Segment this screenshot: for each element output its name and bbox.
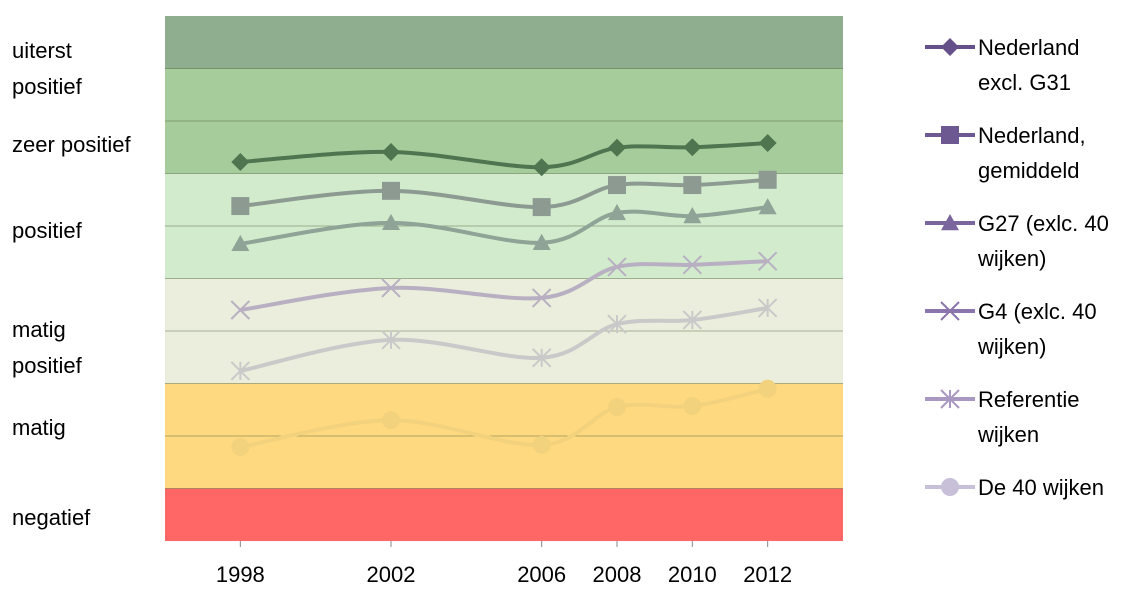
x-tick-label: 2012 [743, 562, 792, 587]
data-point [532, 158, 551, 177]
x-tick-label: 2006 [517, 562, 566, 587]
legend-label: Referentie wijken [978, 387, 1080, 447]
data-point [682, 255, 703, 275]
band [165, 16, 843, 69]
data-point [757, 298, 778, 318]
y-tick-label: positief [12, 218, 82, 244]
x-tick-label: 2008 [593, 562, 642, 587]
data-point [230, 361, 251, 381]
data-point [607, 314, 627, 334]
data-point [758, 198, 777, 215]
data-point [381, 278, 401, 298]
data-point [683, 207, 702, 224]
y-tick-label: matig positief [12, 317, 82, 379]
data-point [382, 213, 400, 231]
x-tick-label: 1998 [216, 562, 265, 587]
band [165, 383, 843, 489]
legend-marker [940, 301, 960, 321]
data-point [683, 397, 702, 416]
data-point [683, 138, 702, 157]
data-point [607, 257, 627, 277]
legend-label: Nederland excl. G31 [978, 35, 1080, 95]
legend-marker [940, 389, 960, 409]
x-tick-label: 2002 [367, 562, 416, 587]
data-point [532, 198, 551, 217]
band [165, 68, 843, 174]
data-point [683, 176, 702, 195]
data-point [758, 170, 777, 189]
band [165, 488, 843, 541]
data-point [757, 251, 778, 271]
y-tick-label: uiterst positief [12, 37, 82, 99]
legend-label: G4 (exlc. 40 wijken) [978, 299, 1097, 359]
data-point [532, 435, 551, 454]
data-point [758, 379, 777, 398]
data-point [531, 288, 552, 308]
band [165, 173, 843, 279]
legend-marker [941, 478, 959, 496]
data-point [382, 181, 400, 200]
data-point [231, 197, 250, 216]
data-point [608, 203, 626, 221]
data-point [381, 330, 401, 350]
data-point [231, 152, 250, 171]
y-tick-label: negatief [12, 504, 91, 530]
data-point [531, 348, 552, 368]
legend-marker [941, 214, 959, 231]
y-tick-label: zeer positief [12, 131, 131, 157]
data-point [608, 176, 626, 195]
data-point [758, 134, 777, 153]
data-point [230, 300, 251, 320]
legend-marker [941, 126, 959, 144]
legend-label: G27 (exlc. 40 wijken) [978, 211, 1109, 271]
data-point [608, 398, 626, 417]
data-point [231, 438, 250, 457]
y-tick-label: matig [12, 415, 66, 441]
data-point [382, 142, 400, 161]
legend-marker [941, 38, 959, 56]
data-point [532, 233, 551, 250]
x-tick-label: 2010 [668, 562, 717, 587]
data-point [682, 310, 703, 330]
data-point [608, 138, 626, 157]
legend-label: Nederland, gemiddeld [978, 123, 1086, 183]
legend-label: De 40 wijken [978, 475, 1104, 500]
data-point [382, 411, 400, 430]
data-point [231, 234, 250, 252]
